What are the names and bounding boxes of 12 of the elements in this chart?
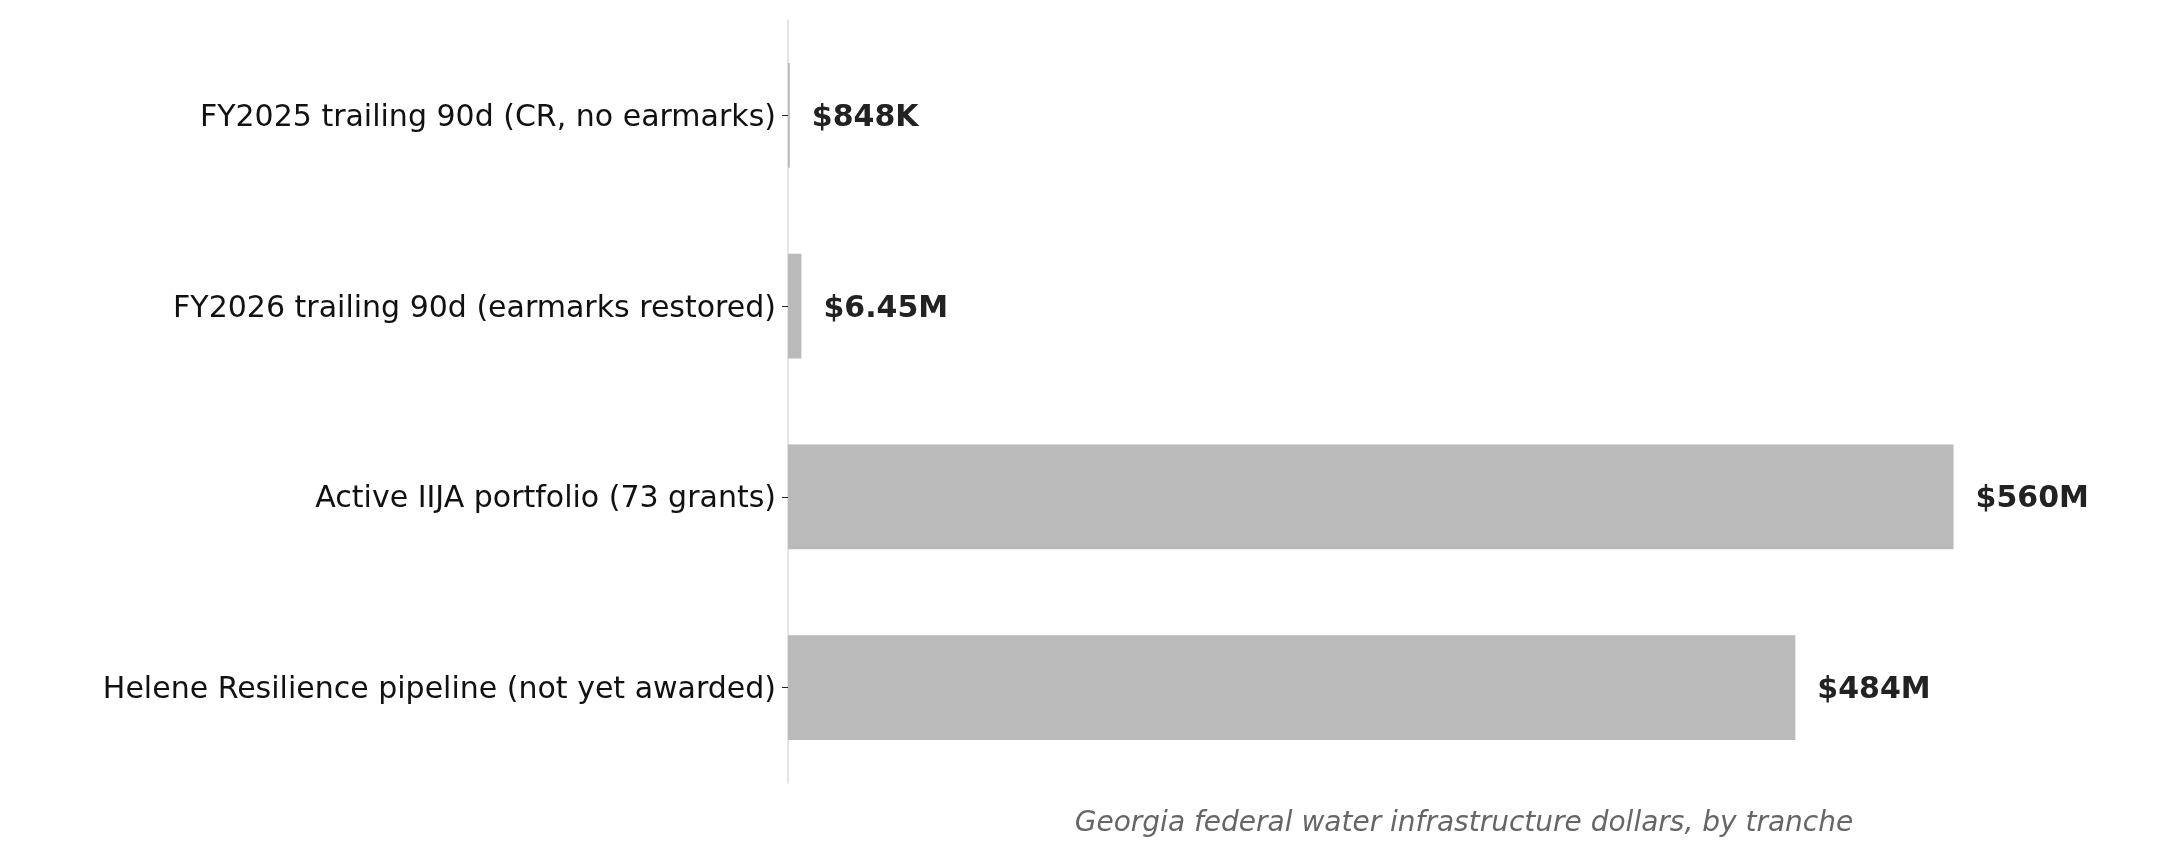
data-label: $6.45M: [823, 288, 949, 324]
y-tick-label: FY2026 trailing 90d (earmarks restored): [173, 288, 776, 324]
bar: [788, 444, 1954, 550]
y-tick-label: FY2025 trailing 90d (CR, no earmarks): [199, 97, 776, 133]
bar: [788, 253, 802, 359]
data-label: $484M: [1817, 670, 1931, 706]
bar: [788, 635, 1796, 741]
y-tick-label: Active IIJA portfolio (73 grants): [315, 479, 776, 515]
data-label: $560M: [1975, 479, 2089, 515]
x-axis-title: Georgia federal water infrastructure dollars, by tranche: [1074, 804, 1854, 838]
y-tick-label: Helene Resilience pipeline (not yet awarded): [102, 670, 776, 706]
data-label: $848K: [811, 97, 921, 133]
